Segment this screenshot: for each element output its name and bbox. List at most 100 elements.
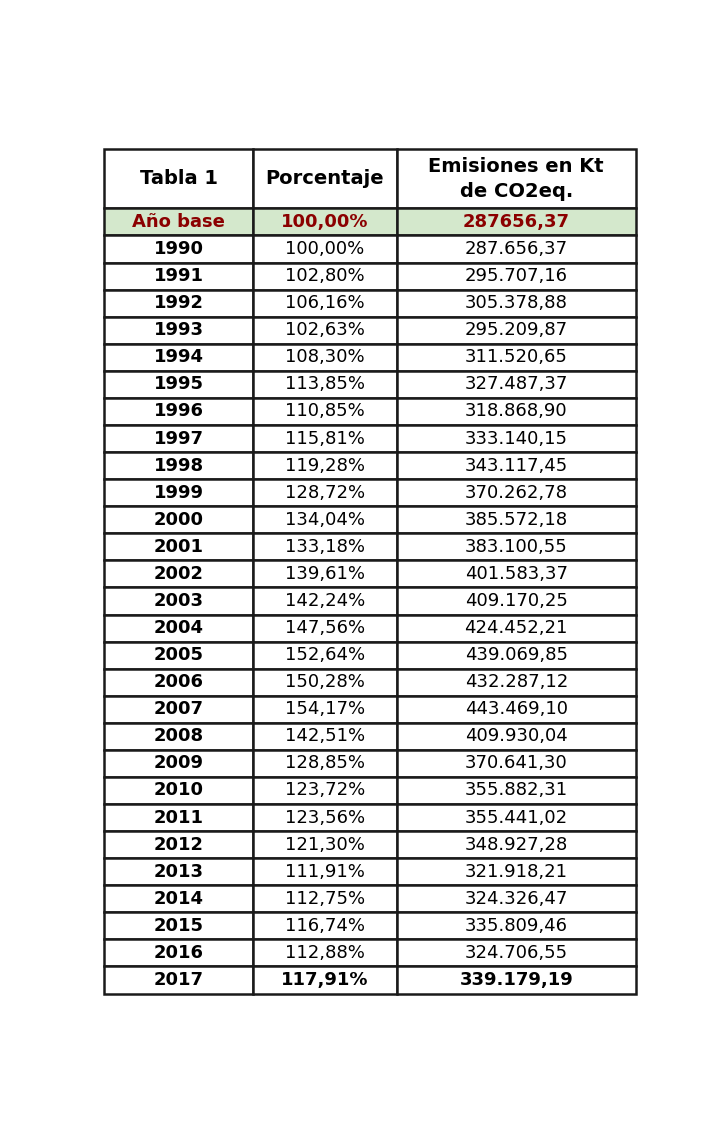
Text: 355.441,02: 355.441,02	[465, 809, 567, 827]
Text: 100,00%: 100,00%	[281, 213, 369, 231]
Text: 2002: 2002	[154, 565, 204, 583]
Bar	[104, 479, 253, 506]
Text: 2010: 2010	[154, 782, 204, 800]
Text: 2013: 2013	[154, 863, 204, 881]
Bar	[253, 208, 396, 235]
Bar	[104, 425, 253, 452]
Text: 355.882,31: 355.882,31	[465, 782, 567, 800]
Text: 2011: 2011	[154, 809, 204, 827]
Bar	[104, 885, 253, 912]
Bar	[104, 317, 253, 344]
Text: 443.469,10: 443.469,10	[465, 700, 567, 718]
Text: 115,81%: 115,81%	[285, 430, 365, 448]
Bar	[104, 614, 253, 641]
Text: 2012: 2012	[154, 836, 204, 854]
Text: 1992: 1992	[154, 294, 204, 312]
Bar	[253, 939, 396, 966]
Bar	[253, 750, 396, 777]
Text: 112,88%: 112,88%	[285, 944, 365, 962]
Text: 2005: 2005	[154, 646, 204, 664]
Bar	[253, 371, 396, 398]
Text: 311.520,65: 311.520,65	[465, 349, 567, 367]
Text: 327.487,37: 327.487,37	[464, 376, 568, 394]
Bar	[253, 966, 396, 993]
Text: Porcentaje: Porcentaje	[266, 169, 384, 188]
Text: 409.930,04: 409.930,04	[465, 728, 567, 746]
Text: 287.656,37: 287.656,37	[465, 240, 567, 258]
Text: 134,04%: 134,04%	[285, 511, 365, 529]
Bar	[396, 912, 636, 939]
Text: 321.918,21: 321.918,21	[465, 863, 567, 881]
Text: 116,74%: 116,74%	[285, 917, 365, 935]
Text: 150,28%: 150,28%	[285, 673, 365, 691]
Text: 1993: 1993	[154, 322, 204, 340]
Bar	[253, 344, 396, 371]
Text: Tabla 1: Tabla 1	[139, 169, 217, 188]
Text: 424.452,21: 424.452,21	[464, 619, 568, 637]
Bar	[396, 479, 636, 506]
Bar	[396, 317, 636, 344]
Text: 1997: 1997	[154, 430, 204, 448]
Text: 147,56%: 147,56%	[284, 619, 365, 637]
Text: 128,85%: 128,85%	[285, 755, 365, 773]
Bar	[253, 479, 396, 506]
Text: 2000: 2000	[154, 511, 204, 529]
Text: 106,16%: 106,16%	[285, 294, 365, 312]
Text: 123,72%: 123,72%	[284, 782, 365, 800]
Bar	[396, 777, 636, 804]
Bar	[104, 750, 253, 777]
Bar	[396, 858, 636, 885]
Bar	[253, 912, 396, 939]
Text: 142,24%: 142,24%	[284, 592, 365, 610]
Text: 100,00%: 100,00%	[285, 240, 365, 258]
Bar	[104, 668, 253, 695]
Bar	[104, 939, 253, 966]
Bar	[104, 831, 253, 858]
Text: 2014: 2014	[154, 890, 204, 908]
Text: 2007: 2007	[154, 700, 204, 718]
Text: 287656,37: 287656,37	[463, 213, 570, 231]
Bar	[104, 966, 253, 993]
Bar	[253, 148, 396, 208]
Bar	[253, 317, 396, 344]
Bar	[253, 695, 396, 723]
Bar	[253, 804, 396, 831]
Bar	[104, 641, 253, 668]
Text: 142,51%: 142,51%	[284, 728, 365, 746]
Text: 1994: 1994	[154, 349, 204, 367]
Bar	[396, 289, 636, 317]
Bar	[104, 723, 253, 750]
Text: 1996: 1996	[154, 403, 204, 421]
Bar	[396, 614, 636, 641]
Bar	[253, 506, 396, 533]
Bar	[104, 858, 253, 885]
Bar	[253, 425, 396, 452]
Text: Emisiones en Kt
de CO2eq.: Emisiones en Kt de CO2eq.	[428, 156, 604, 200]
Text: 102,80%: 102,80%	[285, 267, 365, 285]
Text: 370.641,30: 370.641,30	[465, 755, 567, 773]
Bar	[396, 939, 636, 966]
Bar	[104, 289, 253, 317]
Bar	[104, 560, 253, 587]
Text: 110,85%: 110,85%	[285, 403, 365, 421]
Bar	[396, 262, 636, 289]
Bar	[104, 235, 253, 262]
Text: 1990: 1990	[154, 240, 204, 258]
Text: 1999: 1999	[154, 484, 204, 502]
Bar	[396, 885, 636, 912]
Bar	[253, 668, 396, 695]
Bar	[396, 723, 636, 750]
Text: 339.179,19: 339.179,19	[459, 971, 573, 989]
Bar	[396, 966, 636, 993]
Bar	[253, 587, 396, 614]
Text: 335.809,46: 335.809,46	[465, 917, 567, 935]
Bar	[396, 452, 636, 479]
Text: 370.262,78: 370.262,78	[465, 484, 567, 502]
Bar	[396, 506, 636, 533]
Text: 348.927,28: 348.927,28	[464, 836, 568, 854]
Bar	[253, 262, 396, 289]
Text: 117,91%: 117,91%	[281, 971, 369, 989]
Bar	[396, 750, 636, 777]
Text: 333.140,15: 333.140,15	[465, 430, 567, 448]
Text: 318.868,90: 318.868,90	[465, 403, 567, 421]
